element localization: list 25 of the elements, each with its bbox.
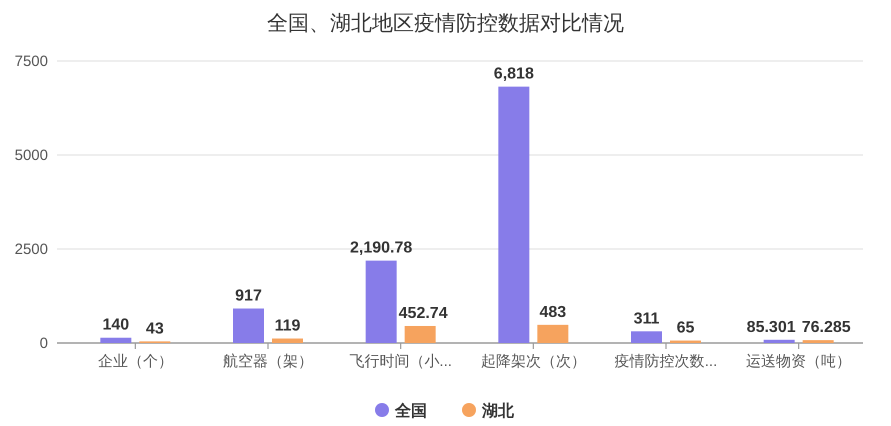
legend-label: 湖北	[482, 403, 514, 420]
data-label: 2,190.78	[350, 240, 412, 257]
data-label: 311	[634, 310, 660, 328]
x-tick-label: 航空器（架）	[223, 353, 313, 370]
x-tick-label: 飞行时间（小...	[349, 353, 452, 370]
data-label: 43	[146, 320, 164, 338]
x-tick-label: 运送物资（吨）	[746, 353, 852, 370]
data-label: 65	[676, 320, 694, 337]
x-tick-label: 疫情防控次数...	[614, 353, 718, 370]
y-tick-label: 7500	[14, 53, 48, 70]
x-tick-label: 企业（个）	[98, 353, 173, 370]
data-label: 140	[102, 316, 130, 334]
x-tick-label: 起降架次（次）	[480, 353, 586, 370]
data-label: 119	[274, 318, 300, 335]
data-label: 917	[235, 288, 262, 305]
legend-label: 全国	[395, 403, 427, 420]
data-label: 452.74	[398, 304, 448, 322]
data-label: 6,818	[494, 66, 534, 83]
y-tick-label: 5000	[14, 147, 48, 164]
y-tick-label: 2500	[14, 241, 48, 258]
data-label: 76.285	[802, 319, 851, 336]
title: 全国、湖北地区疫情防控数据对比情况	[267, 12, 624, 35]
data-label: 483	[539, 304, 566, 321]
y-tick-label: 0	[40, 335, 48, 352]
data-label: 85.301	[746, 318, 796, 336]
